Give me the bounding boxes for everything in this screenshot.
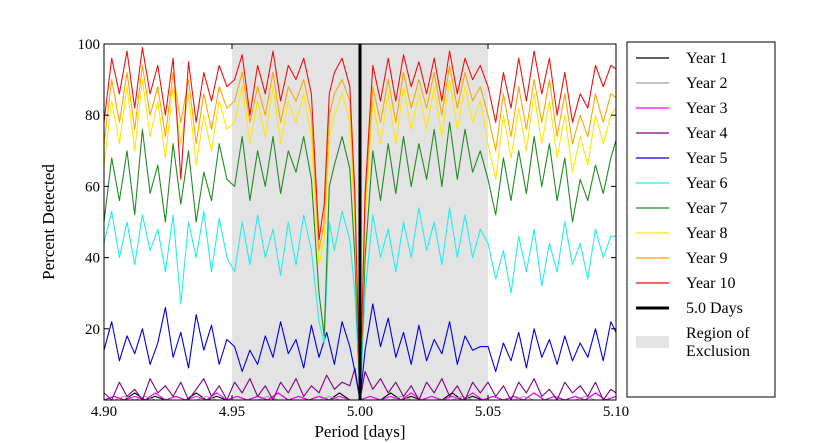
legend-label-year-10: Year 10 [686,275,735,292]
legend-label-year-7: Year 7 [686,200,727,217]
legend-label-year-9: Year 9 [686,250,727,267]
series-line-year-10 [103,47,617,401]
legend-label-year-1: Year 1 [686,50,727,67]
legend-label-year-8: Year 8 [686,225,727,242]
legend-label-exclusion: Region of Exclusion [686,325,750,360]
series-line-year-6 [103,207,616,401]
x-tick-label: 5.05 [475,404,501,420]
x-tick-label: 4.95 [219,404,245,420]
plot-area [103,43,617,401]
legend-label-year-4: Year 4 [686,125,727,142]
y-tick-label: 80 [85,108,100,124]
y-axis-title: Percent Detected [39,164,58,280]
y-tick-label: 20 [85,322,100,338]
legend-label-year-5: Year 5 [686,150,727,167]
legend-label-year-6: Year 6 [686,175,727,192]
y-tick-label: 100 [78,37,101,53]
legend: Year 1 Year 2 Year 3 Year 4 Year 5 Year 6 Year… [626,41,776,398]
x-tick-label: 5.00 [347,404,373,420]
y-tick-label: 60 [85,179,100,195]
y-tick-label: 40 [85,251,100,267]
legend-label-reference-line: 5.0 Days [686,300,743,317]
x-tick-label: 5.10 [603,404,629,420]
x-tick-label: 4.90 [91,404,117,420]
legend-swatch-exclusion [636,336,669,348]
legend-label-year-2: Year 2 [686,75,727,92]
x-axis-title: Period [days] [314,422,405,441]
legend-items: Year 1 Year 2 Year 3 Year 4 Year 5 Year 6 Year… [636,50,750,360]
x-axis: 4.90 4.95 5.00 5.05 5.10 [91,44,629,420]
y-axis: 20 40 60 80 100 [78,37,616,338]
legend-label-year-3: Year 3 [686,100,727,117]
